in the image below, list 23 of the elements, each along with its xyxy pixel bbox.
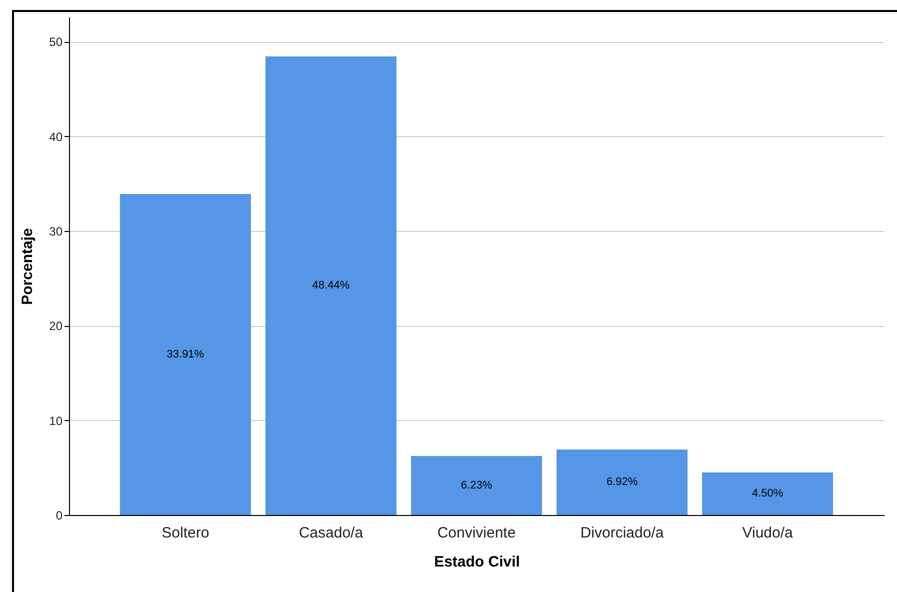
y-tick-label: 40 [49,130,63,144]
y-tick-label: 30 [49,224,63,238]
x-tick-label: Conviviente [437,524,516,542]
x-tick-label: Soltero [162,524,210,542]
data-label: 6.23% [460,480,492,492]
x-tick-label: Viudo/a [742,524,794,542]
bar [702,472,834,515]
bar [556,449,688,515]
data-label: 48.44% [312,280,350,292]
bar [265,56,396,515]
y-axis-title: Porcentaje [19,228,36,305]
y-tick-label: 10 [49,414,63,428]
x-tick-label: Casado/a [298,524,364,542]
x-axis-title: Estado Civil [434,554,520,570]
y-tick-label: 50 [49,35,63,50]
bar [411,456,542,515]
data-label: 4.50% [752,488,784,500]
data-label: 6.92% [606,476,638,488]
data-label: 33.91% [166,348,204,360]
y-tick-label: 20 [49,319,63,334]
x-tick-label: Divorciado/a [580,524,664,542]
bar [120,194,251,515]
y-tick-label: 0 [56,508,63,522]
